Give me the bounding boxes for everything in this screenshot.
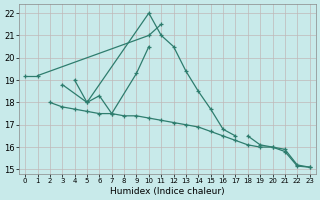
X-axis label: Humidex (Indice chaleur): Humidex (Indice chaleur) bbox=[110, 187, 225, 196]
